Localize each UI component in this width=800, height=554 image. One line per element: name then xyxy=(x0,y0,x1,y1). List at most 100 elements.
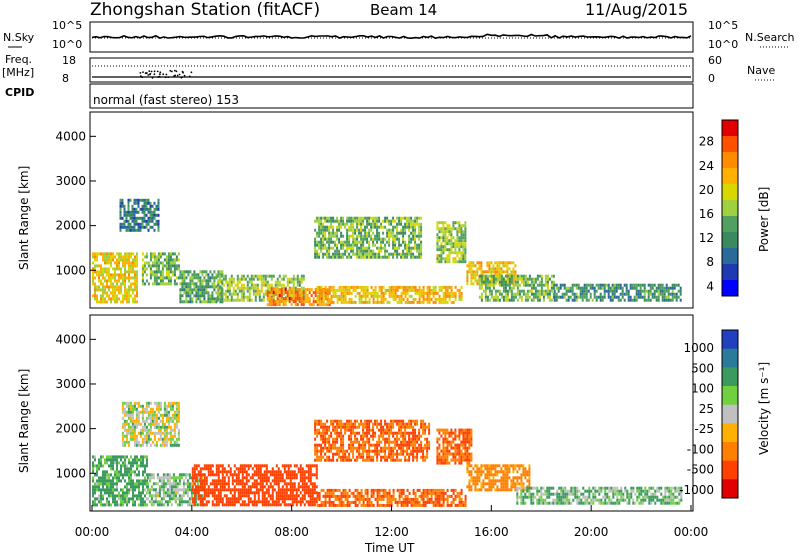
heatmap-cell xyxy=(410,288,413,292)
heatmap-cell xyxy=(436,254,439,258)
heatmap-cell xyxy=(544,274,547,278)
heatmap-cell xyxy=(314,449,317,453)
heatmap-cell xyxy=(131,207,134,211)
heatmap-cell xyxy=(249,488,252,492)
heatmap-cell xyxy=(249,464,252,468)
heatmap-cell xyxy=(322,446,325,450)
heatmap-cell xyxy=(356,252,359,256)
heatmap-cell xyxy=(118,264,120,268)
heatmap-cell xyxy=(213,288,216,292)
heatmap-cell xyxy=(138,488,140,492)
heatmap-cell xyxy=(290,291,293,295)
heatmap-cell xyxy=(398,237,401,241)
heatmap-cell xyxy=(328,291,331,295)
heatmap-cell xyxy=(110,455,112,459)
heatmap-cell xyxy=(291,491,294,495)
heatmap-cell xyxy=(134,288,136,292)
heatmap-cell xyxy=(291,473,294,477)
heatmap-cell xyxy=(548,292,551,296)
heatmap-cell xyxy=(163,252,166,256)
heatmap-cell xyxy=(364,285,367,289)
heatmap-cell xyxy=(354,288,357,292)
heatmap-cell xyxy=(104,482,106,486)
heatmap-cell xyxy=(528,277,531,281)
heatmap-cell xyxy=(657,292,660,296)
heatmap-cell xyxy=(326,219,329,223)
heatmap-cell xyxy=(118,497,120,501)
heatmap-cell xyxy=(302,297,305,301)
heatmap-cell xyxy=(384,488,387,492)
heatmap-cell xyxy=(203,473,206,477)
heatmap-cell xyxy=(422,294,425,298)
heatmap-cell xyxy=(629,286,632,290)
heatmap-cell xyxy=(102,297,104,301)
heatmap-cell xyxy=(168,500,171,504)
heatmap-cell xyxy=(173,264,176,268)
heatmap-cell xyxy=(226,283,229,287)
heatmap-cell xyxy=(159,443,162,447)
heatmap-cell xyxy=(195,464,198,468)
heatmap-cell xyxy=(201,488,204,492)
heatmap-cell xyxy=(149,219,152,223)
heatmap-cell xyxy=(228,286,231,290)
heatmap-cell xyxy=(197,491,200,495)
heatmap-cell xyxy=(157,201,160,205)
heatmap-cell xyxy=(356,237,359,241)
heatmap-cell xyxy=(635,292,638,296)
heatmap-cell xyxy=(420,249,423,253)
heatmap-cell xyxy=(398,219,401,223)
heatmap-cell xyxy=(378,494,381,498)
heatmap-cell xyxy=(540,280,543,284)
heatmap-cell xyxy=(175,276,178,280)
heatmap-cell xyxy=(203,294,206,298)
heatmap-cell xyxy=(262,298,265,302)
heatmap-cell xyxy=(239,464,242,468)
heatmap-cell xyxy=(108,255,110,259)
heatmap-cell xyxy=(354,237,357,241)
heatmap-cell xyxy=(269,485,272,489)
heatmap-cell xyxy=(318,291,321,295)
heatmap-cell xyxy=(364,231,367,235)
heatmap-cell xyxy=(528,289,531,293)
heatmap-cell xyxy=(342,219,345,223)
heatmap-cell xyxy=(264,292,267,296)
heatmap-cell xyxy=(478,295,481,299)
heatmap-cell xyxy=(141,270,144,274)
heatmap-cell xyxy=(133,419,136,423)
heatmap-cell xyxy=(406,500,409,504)
heatmap-cell xyxy=(155,416,158,420)
heatmap-cell xyxy=(276,297,279,301)
heatmap-cell xyxy=(364,291,367,295)
heatmap-cell xyxy=(201,288,204,292)
heatmap-cell xyxy=(309,470,312,474)
heatmap-cell xyxy=(303,491,306,495)
heatmap-cell xyxy=(133,198,136,202)
heatmap-cell xyxy=(126,494,128,498)
heatmap-cell xyxy=(153,210,156,214)
heatmap-cell xyxy=(161,261,164,265)
heatmap-cell xyxy=(486,286,489,290)
heatmap-cell xyxy=(102,267,104,271)
heatmap-cell xyxy=(242,277,245,281)
heatmap-cell xyxy=(526,295,529,299)
heatmap-cell xyxy=(354,219,357,223)
heatmap-cell xyxy=(540,274,543,278)
heatmap-cell xyxy=(134,488,136,492)
heatmap-cell xyxy=(298,277,301,281)
heatmap-cell xyxy=(175,443,178,447)
freq-point xyxy=(175,70,178,73)
heatmap-cell xyxy=(472,261,475,265)
heatmap-cell xyxy=(356,255,359,259)
heatmap-cell xyxy=(141,273,144,277)
heatmap-cell xyxy=(392,497,395,501)
heatmap-cell xyxy=(320,452,323,456)
heatmap-cell xyxy=(384,237,387,241)
heatmap-cell xyxy=(253,482,256,486)
heatmap-cell xyxy=(232,286,235,290)
heatmap-cell xyxy=(374,285,377,289)
heatmap-cell xyxy=(673,292,676,296)
heatmap-cell xyxy=(374,300,377,304)
heatmap-cell xyxy=(138,479,140,483)
heatmap-cell xyxy=(623,283,626,287)
heatmap-cell xyxy=(211,291,214,295)
